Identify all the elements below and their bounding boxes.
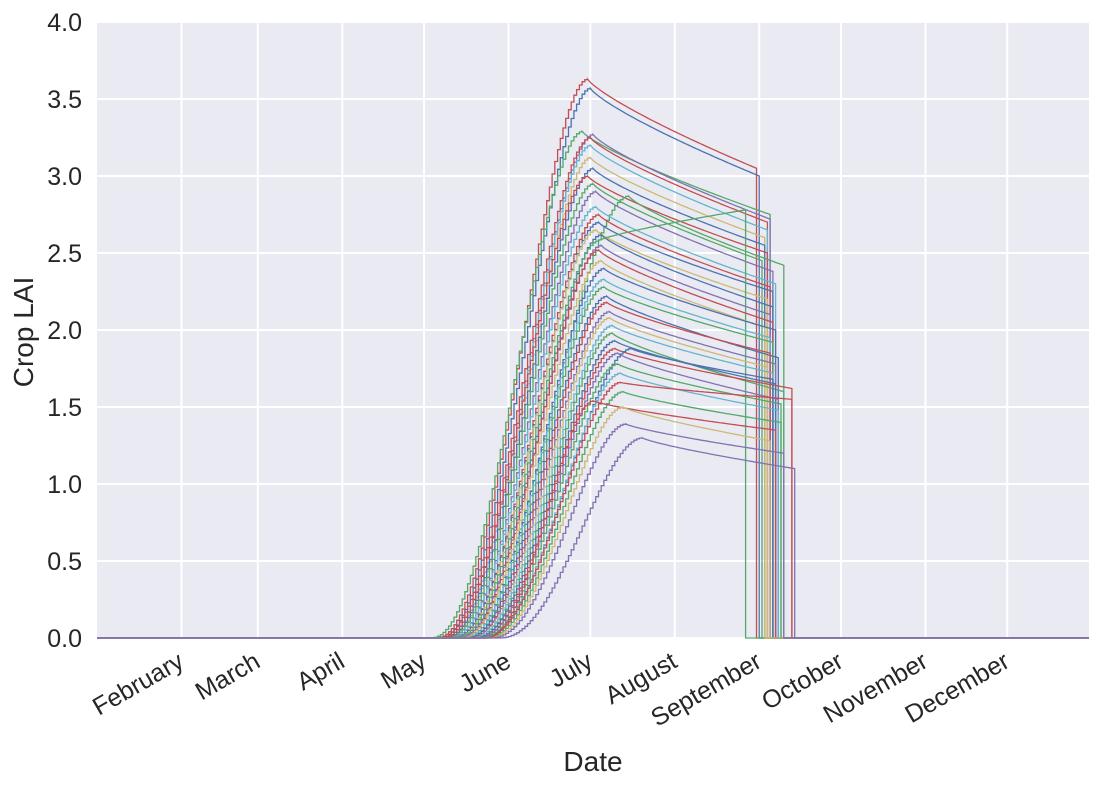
series-line-30 (97, 339, 1089, 639)
series-line-36 (97, 381, 1089, 639)
series-line-39 (97, 405, 1089, 639)
series-line-10 (97, 189, 1089, 639)
y-tick-labels: 0.0 0.5 1.0 1.5 2.0 2.5 3.0 3.5 4.0 (47, 9, 82, 653)
series-line-7 (97, 166, 1089, 639)
x-tick-label: April (292, 647, 349, 696)
x-tick-label: February (88, 647, 189, 722)
x-tick-label: June (455, 647, 516, 698)
series-line-2 (97, 129, 1089, 639)
x-tick-label: July (545, 647, 598, 694)
series-line-8 (97, 174, 1089, 639)
x-tick-label: March (191, 647, 265, 706)
y-axis-title: Crop LAI (8, 277, 39, 388)
y-tick-label: 2.5 (47, 240, 82, 268)
series-lines (97, 77, 1089, 639)
series-line-32 (97, 351, 1089, 639)
series-line-9 (97, 182, 1089, 639)
series-line-37 (97, 390, 1089, 639)
x-tick-labels: February March April May June July AugustSepte… (88, 647, 1014, 733)
series-line-38 (97, 399, 1089, 639)
y-tick-label: 1.5 (47, 394, 82, 422)
series-line-35 (97, 371, 1089, 639)
y-tick-label: 3.0 (47, 163, 82, 191)
series-line-12 (97, 205, 1089, 639)
y-tick-label: 0.0 (47, 625, 82, 653)
y-tick-label: 4.0 (47, 9, 82, 37)
series-line-0 (97, 77, 1089, 639)
x-axis-title: Date (563, 746, 622, 777)
series-line-27 (97, 316, 1089, 639)
series-line-28 (97, 324, 1089, 639)
y-tick-label: 1.0 (47, 471, 82, 499)
y-tick-label: 3.5 (47, 86, 82, 114)
series-line-20 (97, 259, 1089, 639)
series-line-14 (97, 220, 1089, 639)
series-line-25 (97, 301, 1089, 639)
x-tick-label: May (376, 647, 431, 695)
series-line-17 (97, 209, 1089, 639)
y-tick-label: 2.0 (47, 317, 82, 345)
series-line-13 (97, 212, 1089, 639)
series-line-5 (97, 143, 1089, 639)
series-line-41 (97, 436, 1089, 639)
grid-lines (97, 21, 1089, 639)
y-tick-label: 0.5 (47, 548, 82, 576)
series-line-40 (97, 422, 1089, 639)
